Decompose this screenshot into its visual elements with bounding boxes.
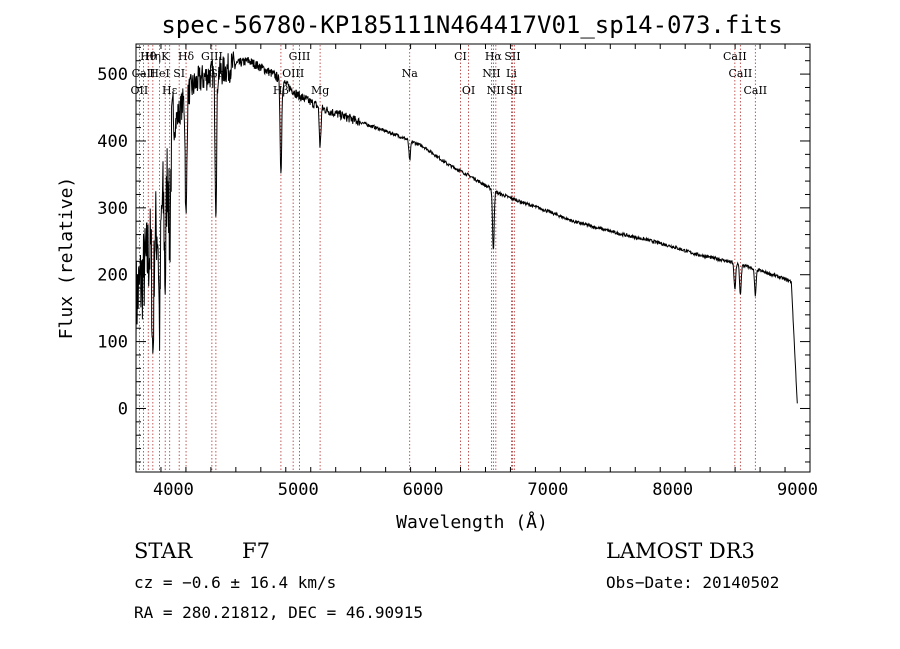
line-label: OIII <box>282 67 304 80</box>
line-label: CaII <box>132 67 156 80</box>
line-label: Na <box>402 67 419 80</box>
x-tick-label: 7000 <box>527 480 568 500</box>
line-label: Hθ <box>140 50 157 63</box>
series-group <box>135 51 798 404</box>
line-label: HeI <box>149 67 169 80</box>
y-axis-label: Flux (relative) <box>56 177 77 340</box>
line-label: GIII <box>201 50 223 63</box>
chart-title: spec-56780-KP185111N464417V01_sp14-073.f… <box>161 11 782 39</box>
x-axis-ticks: 4000 5000 6000 7000 8000 9000 <box>135 44 818 500</box>
y-axis-ticks: 0 100 200 300 400 500 <box>97 46 810 463</box>
line-label: Hδ <box>178 50 195 63</box>
object-class: STAR <box>134 539 193 563</box>
x-tick-label: 5000 <box>278 480 319 500</box>
observation-date: Obs−Date: 20140502 <box>606 573 779 592</box>
info-panel: STAR F7 LAMOST DR3 cz = −0.6 ± 16.4 km/s… <box>134 539 779 622</box>
line-label: NII <box>482 67 500 80</box>
line-label: Hα <box>485 50 503 63</box>
spectrum-line <box>135 51 798 404</box>
redshift-value: cz = −0.6 ± 16.4 km/s <box>134 573 336 592</box>
line-label: SII <box>506 84 522 97</box>
line-label: Mg <box>311 84 329 97</box>
coordinates: RA = 280.21812, DEC = 46.90915 <box>134 603 423 622</box>
y-tick-label: 400 <box>97 132 128 152</box>
line-label: GIII <box>289 50 311 63</box>
line-label: CaII <box>723 50 747 63</box>
x-tick-label: 8000 <box>652 480 693 500</box>
y-tick-label: 100 <box>97 333 128 353</box>
reference-lines <box>138 45 756 471</box>
x-axis-label: Wavelength (Å) <box>396 511 548 533</box>
line-label: CaII <box>729 67 753 80</box>
plot-frame <box>135 43 811 473</box>
line-label: SI <box>173 67 185 80</box>
y-tick-label: 0 <box>118 399 128 419</box>
object-subclass: F7 <box>242 539 270 563</box>
y-tick-label: 500 <box>97 65 128 85</box>
line-label: Hε <box>162 84 178 97</box>
y-tick-label: 300 <box>97 199 128 219</box>
survey-name: LAMOST DR3 <box>606 539 755 563</box>
line-label: OI <box>462 84 475 97</box>
line-label: NII <box>487 84 505 97</box>
line-label: SII <box>504 50 520 63</box>
x-tick-label: 9000 <box>777 480 818 500</box>
x-tick-label: 4000 <box>153 480 194 500</box>
line-label: K <box>161 50 170 63</box>
line-label: Li <box>506 67 517 80</box>
line-label: CI <box>454 50 467 63</box>
line-label: Hη <box>145 50 161 63</box>
line-label: Hβ <box>273 84 289 97</box>
line-label: OII <box>131 84 149 97</box>
x-tick-label: 6000 <box>403 480 444 500</box>
y-tick-label: 200 <box>97 266 128 286</box>
line-label: CaII <box>743 84 767 97</box>
